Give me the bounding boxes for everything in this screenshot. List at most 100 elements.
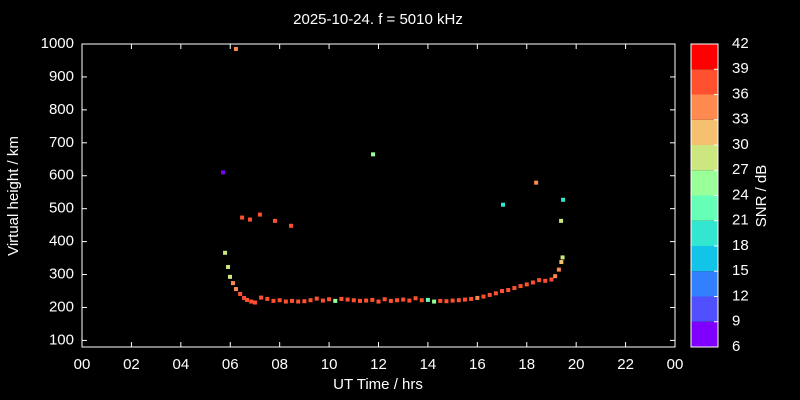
echo-point (530, 280, 535, 285)
echo-point (382, 297, 387, 302)
echo-point (518, 284, 523, 289)
echo-point (221, 170, 226, 175)
echo-point (425, 297, 430, 302)
echo-point (371, 152, 376, 157)
colorbar-segment (691, 44, 718, 70)
echo-point (561, 197, 566, 202)
echo-point (364, 298, 369, 303)
x-axis-label: UT Time / hrs (333, 376, 423, 393)
y-tick-label: 900 (49, 68, 74, 85)
colorbar-tick-label: 39 (732, 60, 749, 77)
echo-point (320, 298, 325, 303)
colorbar-segment (691, 321, 718, 347)
echo-point (233, 46, 238, 51)
echo-point (283, 299, 288, 304)
echo-point (469, 296, 474, 301)
echo-point (401, 297, 406, 302)
echo-point (259, 295, 264, 300)
y-tick-label: 400 (49, 233, 74, 250)
echo-point (419, 298, 424, 303)
echo-point (314, 296, 319, 301)
x-tick-label: 22 (617, 356, 634, 373)
chart-title: 2025-10-24. f = 5010 kHz (293, 11, 463, 28)
echo-point (524, 282, 529, 287)
echo-point (534, 180, 539, 185)
colorbar-segment (691, 94, 718, 120)
y-tick-label: 600 (49, 167, 74, 184)
y-tick-label: 1000 (41, 35, 74, 52)
x-tick-label: 00 (74, 356, 91, 373)
y-tick-label: 300 (49, 266, 74, 283)
y-axis-label: Virtual height / km (5, 136, 22, 256)
echo-point (537, 278, 542, 283)
echo-point (351, 298, 356, 303)
echo-point (249, 299, 254, 304)
colorbar-tick-label: 24 (732, 186, 749, 203)
colorbar-segment (691, 296, 718, 322)
echo-point (302, 299, 307, 304)
echo-point (272, 218, 277, 223)
echo-point (444, 299, 449, 304)
colorbar-segment (691, 145, 718, 171)
colorbar-segment (691, 195, 718, 221)
colorbar-tick-label: 18 (732, 237, 749, 254)
colorbar-tick-label: 21 (732, 212, 749, 229)
y-tick-label: 500 (49, 200, 74, 217)
echo-point (462, 297, 467, 302)
colorbar-tick-label: 36 (732, 85, 749, 102)
echo-point (432, 299, 437, 304)
echo-point (388, 298, 393, 303)
echo-point (226, 264, 231, 269)
x-tick-label: 04 (172, 356, 189, 373)
colorbar-tick-label: 30 (732, 136, 749, 153)
echo-point (475, 295, 480, 300)
echo-point (456, 298, 461, 303)
echo-point (271, 298, 276, 303)
echo-point (450, 298, 455, 303)
colorbar-tick-label: 33 (732, 111, 749, 128)
echo-point (560, 255, 565, 260)
echo-point (506, 288, 511, 293)
colorbar-tick-label: 6 (732, 338, 740, 355)
echo-point (553, 274, 558, 279)
echo-point (223, 250, 228, 255)
echo-point (308, 298, 313, 303)
echo-point (296, 299, 301, 304)
colorbar-segment (691, 119, 718, 145)
colorbar-segment (691, 220, 718, 246)
echo-point (327, 297, 332, 302)
echo-point (290, 298, 295, 303)
echo-point (500, 289, 505, 294)
echo-point (289, 223, 294, 228)
colorbar-segment (691, 271, 718, 297)
colorbar-tick-label: 15 (732, 262, 749, 279)
x-tick-label: 08 (271, 356, 288, 373)
colorbar-label: SNR / dB (753, 165, 770, 228)
colorbar-tick-label: 42 (732, 35, 749, 52)
colorbar-segment (691, 170, 718, 196)
echo-point (487, 292, 492, 297)
y-tick-label: 700 (49, 134, 74, 151)
echo-point (333, 298, 338, 303)
x-tick-label: 10 (321, 356, 338, 373)
echo-point (265, 296, 270, 301)
colorbar-tick-label: 27 (732, 161, 749, 178)
echo-point (240, 215, 245, 220)
colorbar-tick-label: 9 (732, 313, 740, 330)
echo-point (481, 294, 486, 299)
echo-point (559, 260, 564, 265)
x-tick-label: 02 (123, 356, 140, 373)
x-tick-label: 18 (518, 356, 535, 373)
x-tick-label: 06 (222, 356, 239, 373)
echo-point (252, 300, 257, 305)
x-tick-label: 16 (469, 356, 486, 373)
echo-point (501, 202, 506, 207)
x-tick-label: 20 (568, 356, 585, 373)
echo-point (242, 295, 247, 300)
echo-point (230, 281, 235, 286)
echo-point (233, 287, 238, 292)
x-tick-label: 14 (420, 356, 437, 373)
echo-point (345, 297, 350, 302)
